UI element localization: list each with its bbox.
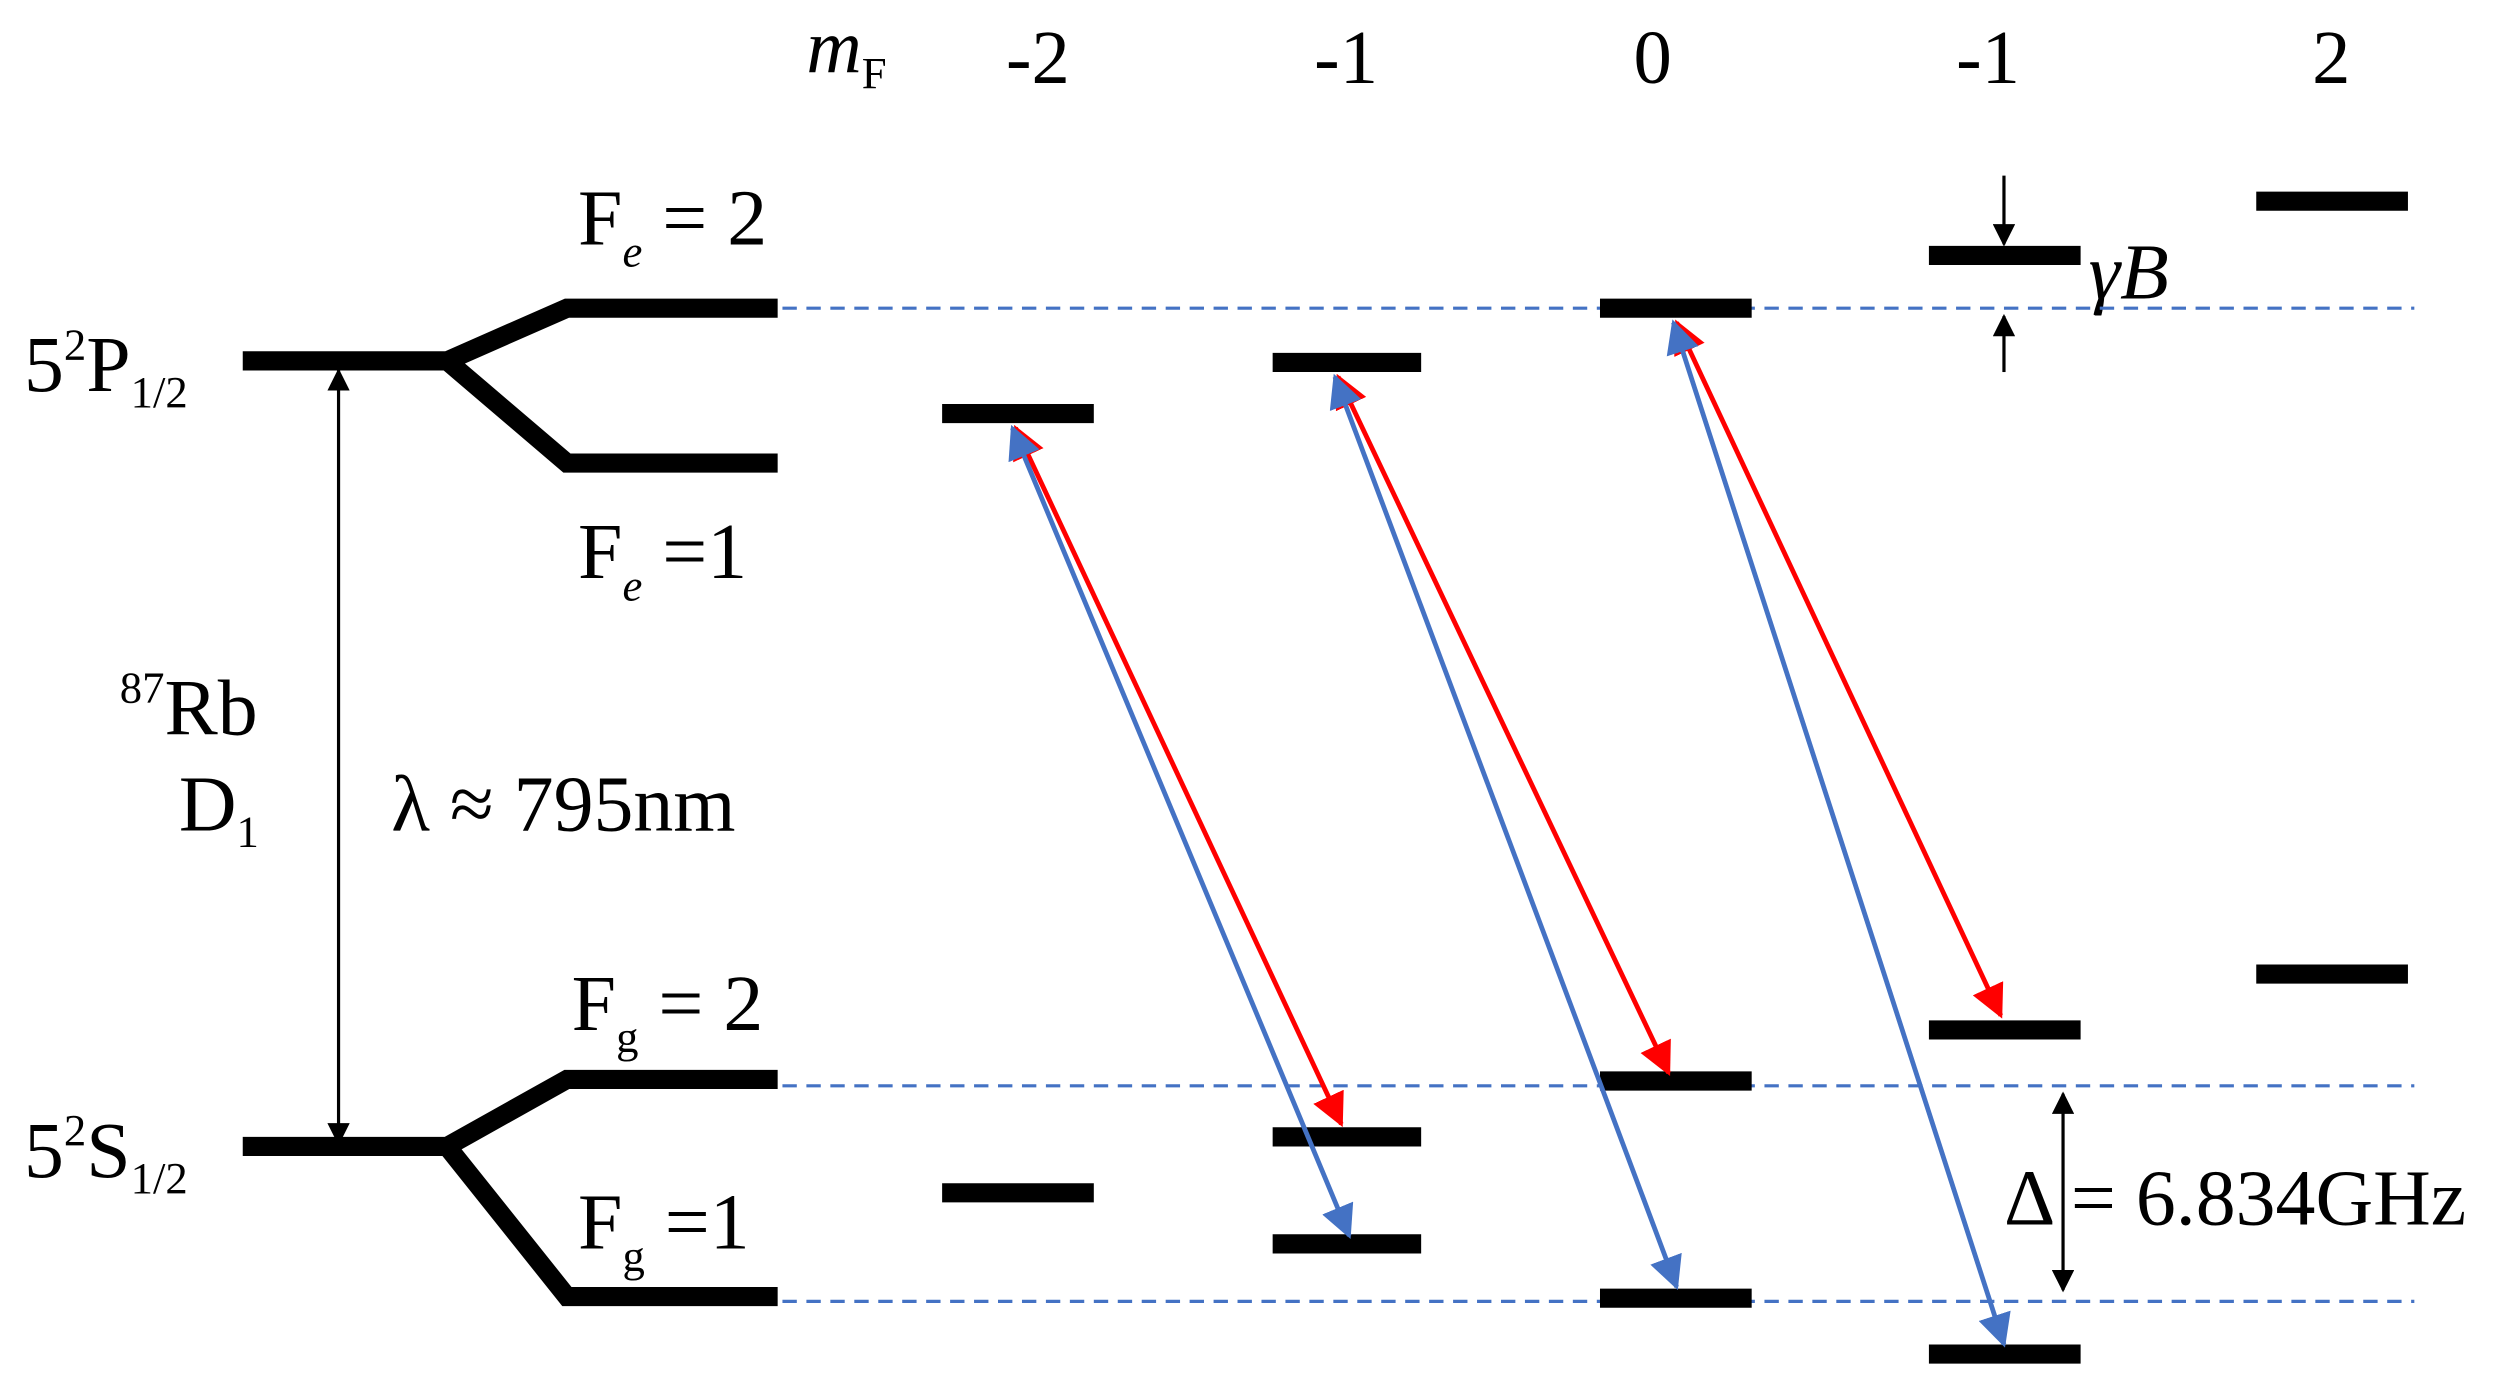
ground-state-label: 52S1/2 <box>24 1105 188 1203</box>
mf-main: m <box>806 4 861 89</box>
blue-transition <box>1329 373 1682 1291</box>
red-transition <box>1335 373 1671 1077</box>
excited-level <box>242 298 778 371</box>
fe1-label: Fe =1 <box>578 508 747 610</box>
sup: 2 <box>64 1105 86 1155</box>
f: F <box>578 174 622 262</box>
mf-value: -1 <box>1314 15 1378 100</box>
n: 5 <box>24 1107 64 1195</box>
sup: 2 <box>64 319 86 369</box>
main: Rb <box>164 665 257 753</box>
fg2-label: Fg = 2 <box>572 960 764 1062</box>
ground-level <box>439 1140 778 1307</box>
rest: =1 <box>645 1179 750 1267</box>
n: 5 <box>24 321 64 409</box>
zeeman-label: γB <box>2089 229 2169 317</box>
term: S <box>86 1107 130 1195</box>
sup: 87 <box>120 663 165 713</box>
sub: 1/2 <box>131 367 188 417</box>
sub: e <box>622 560 642 610</box>
red-transition <box>1674 319 2004 1019</box>
line-label: D1 <box>179 760 259 856</box>
sub: g <box>616 1012 638 1062</box>
term: P <box>86 321 130 409</box>
sub: 1 <box>237 806 259 856</box>
main: D <box>179 760 237 848</box>
rest: = 2 <box>642 174 767 262</box>
mf-label: mF <box>806 4 886 98</box>
sub: e <box>622 227 642 277</box>
mf-value: 2 <box>2312 15 2350 100</box>
isotope-label: 87Rb <box>120 663 258 753</box>
sub: 1/2 <box>131 1153 188 1203</box>
mf-value: -1 <box>1956 15 2020 100</box>
splitting-label: Δ = 6.834GHz <box>2004 1155 2466 1243</box>
excited-state-label: 52P1/2 <box>24 319 188 417</box>
ground-level <box>242 1069 778 1157</box>
wavelength-label: λ ≈ 795nm <box>391 760 735 848</box>
red-transition <box>1013 424 1344 1128</box>
mf-value: -2 <box>1006 15 1070 100</box>
mf-sub: F <box>862 48 887 98</box>
fg1-label: Fg =1 <box>578 1179 750 1281</box>
blue-transition <box>1666 319 2011 1348</box>
rest: = 2 <box>638 960 763 1048</box>
mf-value: 0 <box>1634 15 1672 100</box>
fe2-label: Fe = 2 <box>578 174 767 276</box>
sub: g <box>622 1231 644 1281</box>
rest: =1 <box>642 508 747 596</box>
blue-transition <box>1008 424 1354 1239</box>
f: F <box>572 960 616 1048</box>
f: F <box>578 1179 622 1267</box>
f: F <box>578 508 622 596</box>
excited-level <box>440 353 778 473</box>
